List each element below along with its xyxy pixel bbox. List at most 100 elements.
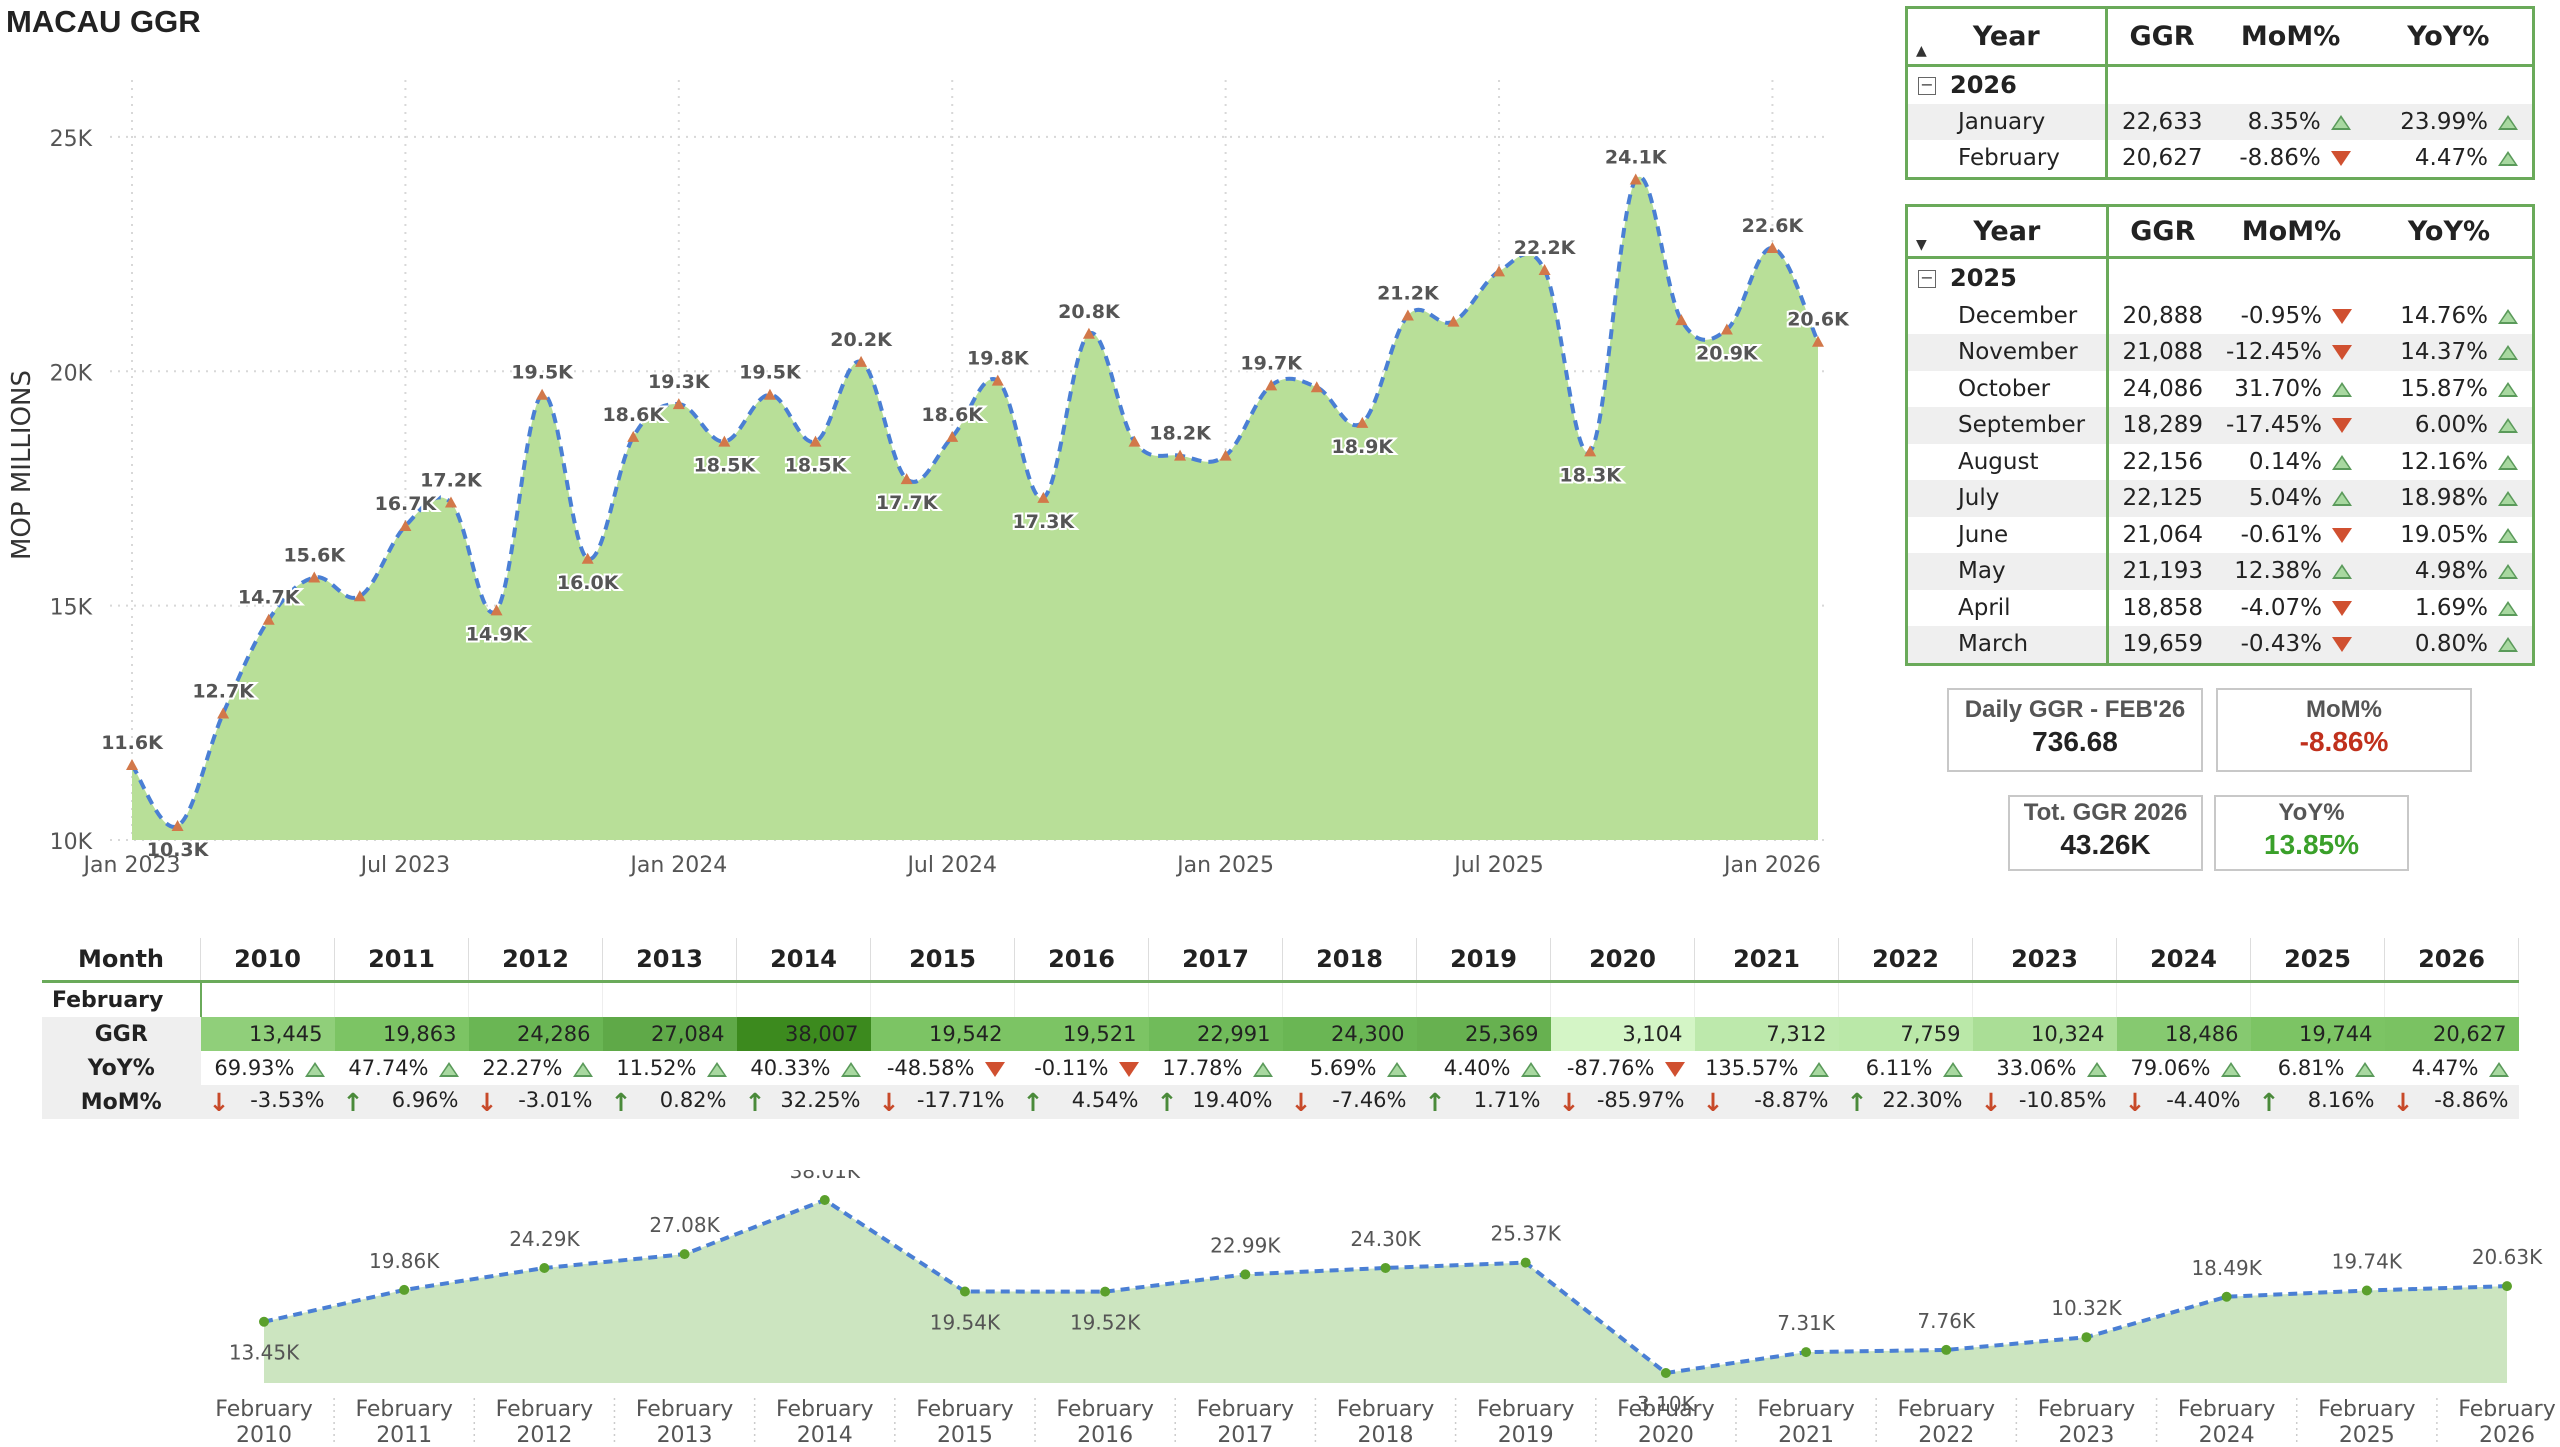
data-point-marker[interactable] — [1493, 265, 1506, 277]
mom-cell[interactable]: ↑ 22.30% — [1839, 1085, 1973, 1119]
mom-cell[interactable]: ↑ 8.16% — [2251, 1085, 2385, 1119]
mom-cell[interactable]: ↓ -8.87% — [1695, 1085, 1839, 1119]
sort-down-icon[interactable]: ▼ — [1916, 237, 1927, 253]
data-point-marker[interactable] — [2081, 1332, 2092, 1343]
data-point-marker[interactable] — [217, 707, 230, 719]
month-row[interactable]: June 21,064 -0.61% 19.05% — [1906, 516, 2534, 553]
yoy-cell[interactable]: 6.11% — [1839, 1051, 1973, 1085]
data-point-marker[interactable] — [2502, 1281, 2512, 1292]
data-point-marker[interactable] — [1720, 323, 1733, 335]
month-row[interactable]: November 21,088 -12.45% 14.37% — [1906, 334, 2534, 371]
monthly-ggr-area-chart[interactable]: 10K 15K 20K 25K MOP MILLIONS 11.6K 10.3K 12.7K 1… — [0, 40, 1880, 910]
year-column-header[interactable]: 2018 — [1282, 938, 1417, 983]
yoy-cell[interactable]: 11.52% — [603, 1051, 737, 1085]
data-point-marker[interactable] — [1100, 1286, 1111, 1297]
sort-up-icon[interactable]: ▲ — [1916, 43, 1927, 59]
mom-cell[interactable]: ↓ -4.40% — [2117, 1085, 2251, 1119]
month-row[interactable]: May 21,193 12.38% 4.98% — [1906, 553, 2534, 590]
data-point-marker[interactable] — [171, 819, 184, 831]
month-row[interactable]: July 22,125 5.04% 18.98% — [1906, 480, 2534, 517]
data-point-marker[interactable] — [2221, 1291, 2232, 1302]
data-point-marker[interactable] — [1240, 1269, 1251, 1280]
data-point-marker[interactable] — [581, 552, 594, 564]
data-point-marker[interactable] — [1941, 1344, 1952, 1355]
ggr-cell[interactable]: 19,744 — [2250, 1017, 2385, 1051]
month-row[interactable]: December 20,888 -0.95% 14.76% — [1906, 297, 2534, 334]
ggr-cell[interactable]: 19,863 — [334, 1017, 469, 1051]
data-point-marker[interactable] — [259, 1316, 269, 1327]
data-point-marker[interactable] — [627, 430, 640, 442]
ggr-cell[interactable]: 13,445 — [200, 1017, 335, 1051]
data-point-marker[interactable] — [763, 388, 776, 400]
yoy-cell[interactable]: 5.69% — [1283, 1051, 1417, 1085]
ggr-cell[interactable]: 27,084 — [602, 1017, 737, 1051]
ggr-cell[interactable]: 25,369 — [1416, 1017, 1551, 1051]
mom-cell[interactable]: ↓ -10.85% — [1973, 1085, 2117, 1119]
mom-cell[interactable]: ↓ -3.01% — [469, 1085, 603, 1119]
mom-cell[interactable]: ↑ 4.54% — [1015, 1085, 1149, 1119]
mom-cell[interactable]: ↑ 6.96% — [335, 1085, 469, 1119]
collapse-icon[interactable]: − — [1918, 270, 1936, 289]
data-point-marker[interactable] — [672, 398, 685, 410]
data-point-marker[interactable] — [539, 1263, 550, 1274]
year-column-header[interactable]: 2010 — [200, 938, 335, 983]
year-column-header[interactable]: 2025 — [2250, 938, 2385, 983]
data-point-marker[interactable] — [946, 430, 959, 442]
year-column-header[interactable]: 2017 — [1148, 938, 1283, 983]
data-point-marker[interactable] — [819, 1195, 830, 1205]
data-point-marker[interactable] — [1447, 315, 1460, 327]
ggr-column-header[interactable]: GGR — [2106, 7, 2217, 67]
data-point-marker[interactable] — [900, 473, 913, 485]
mom-cell[interactable]: ↓ -8.86% — [2385, 1085, 2519, 1119]
yoy-cell[interactable]: 22.27% — [469, 1051, 603, 1085]
data-point-marker[interactable] — [1265, 379, 1278, 391]
year-column-header[interactable]: 2026 — [2384, 938, 2519, 983]
year-group-2025[interactable]: −2025 — [1906, 257, 2109, 298]
month-row[interactable]: September 18,289 -17.45% 6.00% — [1906, 407, 2534, 444]
mom-column-header[interactable]: MoM% — [2217, 205, 2366, 259]
data-point-marker[interactable] — [1629, 173, 1642, 185]
ggr-cell[interactable]: 19,542 — [870, 1017, 1015, 1051]
yoy-cell[interactable]: 4.40% — [1417, 1051, 1551, 1085]
mom-cell[interactable]: ↑ 1.71% — [1417, 1085, 1551, 1119]
mom-cell[interactable]: ↑ 32.25% — [737, 1085, 871, 1119]
ggr-cell[interactable]: 24,300 — [1282, 1017, 1417, 1051]
yoy-cell[interactable]: 69.93% — [201, 1051, 335, 1085]
year-column-header[interactable]: 2024 — [2116, 938, 2251, 983]
mom-cell[interactable]: ↓ -17.71% — [871, 1085, 1015, 1119]
month-row[interactable]: January 22,633 8.35% 23.99% — [1906, 103, 2534, 140]
yoy-cell[interactable]: 47.74% — [335, 1051, 469, 1085]
data-point-marker[interactable] — [718, 435, 731, 447]
year-column-header[interactable]: 2021 — [1694, 938, 1839, 983]
ggr-cell[interactable]: 22,991 — [1148, 1017, 1283, 1051]
year-column-header[interactable]: 2023 — [1972, 938, 2117, 983]
month-row[interactable]: February 20,627 -8.86% 4.47% — [1906, 140, 2534, 178]
year-column-header[interactable]: 2016 — [1014, 938, 1149, 983]
ggr-cell[interactable]: 20,627 — [2384, 1017, 2519, 1051]
mom-cell[interactable]: ↑ 0.82% — [603, 1085, 737, 1119]
data-point-marker[interactable] — [855, 355, 868, 367]
data-point-marker[interactable] — [308, 571, 321, 583]
data-point-marker[interactable] — [2361, 1285, 2372, 1296]
data-point-marker[interactable] — [126, 759, 138, 770]
data-point-marker[interactable] — [353, 590, 366, 602]
mom-cell[interactable]: ↓ -85.97% — [1551, 1085, 1695, 1119]
mom-cell[interactable]: ↓ -3.53% — [201, 1085, 335, 1119]
ggr-cell[interactable]: 38,007 — [736, 1017, 871, 1051]
year-column-header[interactable]: 2019 — [1416, 938, 1551, 983]
yoy-cell[interactable]: 79.06% — [2117, 1051, 2251, 1085]
year-column-header[interactable]: ▲ Year — [1906, 7, 2108, 67]
data-point-marker[interactable] — [1675, 314, 1688, 326]
yoy-cell[interactable]: -87.76% — [1551, 1051, 1695, 1085]
mom-column-header[interactable]: MoM% — [2216, 7, 2365, 67]
data-point-marker[interactable] — [490, 604, 503, 616]
data-point-marker[interactable] — [1174, 449, 1187, 461]
data-point-marker[interactable] — [444, 496, 457, 508]
year-column-header[interactable]: 2012 — [468, 938, 603, 983]
data-point-marker[interactable] — [1660, 1368, 1671, 1378]
yoy-cell[interactable]: 33.06% — [1973, 1051, 2117, 1085]
yoy-cell[interactable]: 17.78% — [1149, 1051, 1283, 1085]
yoy-cell[interactable]: -48.58% — [871, 1051, 1015, 1085]
year-column-header[interactable]: 2013 — [602, 938, 737, 983]
ggr-cell[interactable]: 24,286 — [468, 1017, 603, 1051]
